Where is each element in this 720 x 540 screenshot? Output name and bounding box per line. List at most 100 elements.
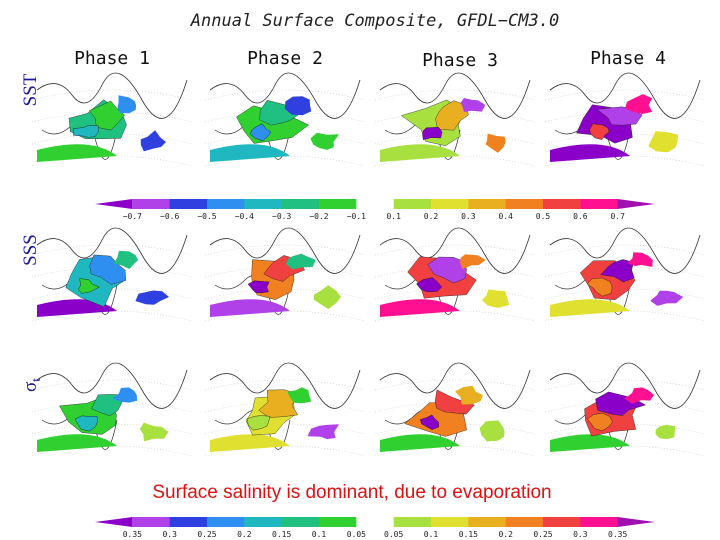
colorbar-segment — [468, 199, 507, 209]
graticule — [204, 89, 366, 101]
title: Annual Surface Composite, GFDL−CM3.0 — [190, 11, 559, 31]
colorbar-label: 0.25 — [533, 530, 552, 539]
graticule — [204, 155, 366, 167]
field-band — [210, 299, 290, 317]
graticule — [374, 155, 536, 167]
field-region — [625, 94, 653, 114]
coastline — [36, 72, 188, 119]
graticule — [544, 310, 706, 322]
colorbar-end — [617, 199, 655, 209]
colorbar-segment — [132, 199, 171, 209]
graticule — [31, 89, 193, 101]
colorbar-end — [617, 517, 655, 527]
colorbar-label: 0.05 — [347, 530, 366, 539]
field-region — [307, 424, 339, 440]
colorbar-segment — [244, 199, 283, 209]
colorbar-label: 0.7 — [610, 212, 625, 221]
colorbar-label: 0.1 — [424, 530, 439, 539]
graticule — [31, 401, 193, 413]
graticule — [544, 244, 706, 256]
coastline — [379, 362, 531, 409]
colorbar-segment — [207, 199, 245, 209]
field-band — [550, 434, 630, 452]
field-region — [460, 98, 486, 112]
colorbar-label: 0.15 — [459, 530, 478, 539]
colorbar-label: 0.1 — [312, 530, 327, 539]
field-region — [419, 414, 439, 430]
field-band — [380, 299, 460, 317]
field-region — [479, 420, 505, 442]
map-panel — [31, 72, 193, 167]
colorbar-segment — [505, 517, 544, 527]
field-region — [78, 278, 100, 294]
graticule — [204, 244, 366, 256]
graticule — [544, 266, 706, 278]
colorbar-label: 0.1 — [386, 212, 401, 221]
colorbar-label: 0.2 — [237, 530, 252, 539]
graticule — [31, 288, 193, 300]
field-band — [210, 144, 290, 162]
phase-label: Phase 1 — [74, 48, 150, 69]
phase-label: Phase 3 — [422, 50, 498, 71]
colorbar-segment — [319, 199, 357, 209]
field-region — [455, 385, 483, 405]
colorbar-label: −0.1 — [347, 212, 366, 221]
graticule — [204, 379, 366, 391]
colorbar-segment — [132, 517, 171, 527]
field-region — [422, 126, 443, 141]
map-panel — [31, 227, 193, 322]
field-region — [285, 253, 316, 270]
field-region — [113, 250, 139, 269]
graticule — [374, 288, 536, 300]
field-band — [550, 299, 630, 317]
field-region — [250, 123, 272, 142]
colorbar-segment — [468, 517, 507, 527]
colorbar-label: 0.15 — [272, 530, 291, 539]
colorbar-segment — [543, 517, 581, 527]
coastline — [549, 227, 701, 274]
phase-label: Phase 2 — [247, 48, 323, 69]
field-region — [655, 424, 676, 440]
colorbar-label: −0.7 — [123, 212, 142, 221]
field-region — [287, 387, 312, 404]
coastline — [36, 227, 188, 274]
graticule — [374, 310, 536, 322]
row-label: σt — [20, 378, 43, 392]
field-region — [627, 252, 653, 267]
graticule — [544, 401, 706, 413]
field-region — [485, 133, 506, 153]
graticule — [204, 423, 366, 435]
graticule — [544, 155, 706, 167]
graticule — [31, 379, 193, 391]
colorbar-segment — [207, 517, 245, 527]
colorbar-label: 0.35 — [123, 530, 142, 539]
coastline — [209, 72, 361, 119]
field-region — [650, 290, 684, 306]
map-panel — [374, 72, 536, 167]
field-band — [210, 434, 290, 452]
field-region — [117, 95, 137, 114]
graticule — [374, 379, 536, 391]
colorbar-label: 0.05 — [384, 530, 403, 539]
map-panel — [204, 227, 366, 322]
graticule — [204, 445, 366, 457]
coastline — [36, 362, 188, 409]
field-band — [380, 434, 460, 452]
colorbar-end — [95, 517, 133, 527]
caption: Surface salinity is dominant, due to eva… — [152, 482, 551, 503]
row-label: SST — [20, 73, 41, 106]
graticule — [374, 111, 536, 123]
graticule — [204, 133, 366, 145]
colorbar-label: 0.2 — [498, 530, 513, 539]
field-region — [88, 100, 125, 131]
graticule — [374, 445, 536, 457]
field-region — [89, 254, 127, 285]
coastline — [549, 362, 701, 409]
field-region — [284, 96, 312, 116]
field-region — [310, 132, 339, 150]
colorbar-segment — [393, 199, 432, 209]
colorbar-label: 0.35 — [608, 530, 627, 539]
colorbar-segment — [169, 199, 208, 209]
colorbar-segment — [543, 199, 581, 209]
colorbar-segment — [356, 517, 395, 527]
